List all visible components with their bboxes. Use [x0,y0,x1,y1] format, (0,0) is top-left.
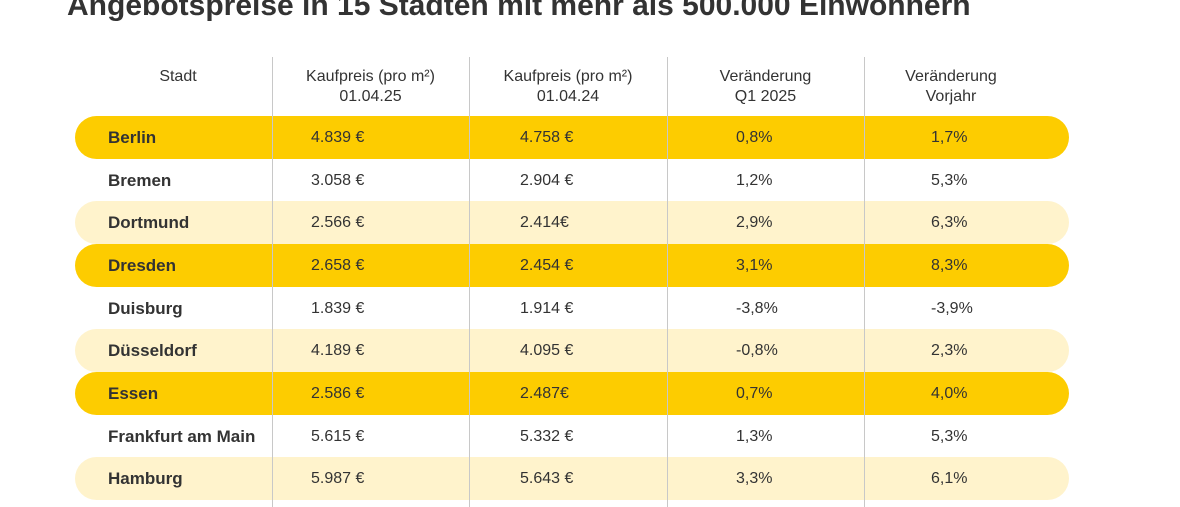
price-2024-cell: 2.454 € [520,257,574,274]
header-line: 01.04.25 [339,88,402,105]
price-2024-cell: 5.332 € [520,428,574,445]
change-q1-cell: 3,3% [736,470,773,487]
change-yoy-cell: 2,3% [931,342,968,359]
price-2024-cell: 4.758 € [520,129,574,146]
change-yoy-cell: 1,7% [931,129,968,146]
change-q1-cell: 0,8% [736,129,773,146]
city-cell: Frankfurt am Main [108,427,256,446]
price-2025-cell: 4.839 € [311,129,365,146]
change-q1-cell: -0,8% [736,342,778,359]
table-row: Hamburg 5.987 € 5.643 € 3,3% 6,1% [75,457,1069,500]
table-row: Duisburg 1.839 € 1.914 € -3,8% -3,9% [75,287,1069,330]
column-header-change-yoy: Veränderung Vorjahr [864,67,1038,107]
column-header-price-2025: Kaufpreis (pro m²) 01.04.25 [272,67,469,107]
price-2025-cell: 5.987 € [311,470,365,487]
change-q1-cell: -3,8% [736,300,778,317]
city-cell: Berlin [108,128,157,147]
change-q1-cell: 2,9% [736,214,773,231]
column-divider [272,57,273,507]
change-q1-cell: 3,1% [736,257,773,274]
price-2025-cell: 2.586 € [311,385,365,402]
price-2025-cell: 2.566 € [311,214,365,231]
change-yoy-cell: 5,3% [931,428,968,445]
change-yoy-cell: 6,3% [931,214,968,231]
column-header-price-2024: Kaufpreis (pro m²) 01.04.24 [469,67,667,107]
price-2024-cell: 5.643 € [520,470,574,487]
city-cell: Essen [108,384,159,403]
city-cell: Duisburg [108,299,183,318]
header-line: Stadt [159,68,197,85]
price-2024-cell: 1.914 € [520,300,574,317]
page-title: Angebotspreise in 15 Städten mit mehr al… [67,0,971,22]
table-row: Frankfurt am Main 5.615 € 5.332 € 1,3% 5… [75,415,1069,458]
change-q1-cell: 0,7% [736,385,773,402]
city-cell: Dortmund [108,213,190,232]
table-row: Dresden 2.658 € 2.454 € 3,1% 8,3% [75,244,1069,287]
change-q1-cell: 1,3% [736,428,773,445]
header-line: Veränderung [905,68,997,85]
header-line: Kaufpreis (pro m²) [306,68,435,85]
table-row: Bremen 3.058 € 2.904 € 1,2% 5,3% [75,159,1069,202]
column-header-change-q1: Veränderung Q1 2025 [667,67,864,107]
change-yoy-cell: 5,3% [931,172,968,189]
price-2025-cell: 3.058 € [311,172,365,189]
header-line: Q1 2025 [734,88,797,105]
column-divider [667,57,668,507]
header-line: Vorjahr [925,88,977,105]
table-row: Essen 2.586 € 2.487€ 0,7% 4,0% [75,372,1069,415]
price-2025-cell: 2.658 € [311,257,365,274]
table-row: Dortmund 2.566 € 2.414€ 2,9% 6,3% [75,201,1069,244]
price-2025-cell: 1.839 € [311,300,365,317]
column-header-city: Stadt [80,67,276,87]
city-cell: Bremen [108,171,172,190]
price-2025-cell: 4.189 € [311,342,365,359]
table-row: Berlin 4.839 € 4.758 € 0,8% 1,7% [75,116,1069,159]
header-line: Kaufpreis (pro m²) [503,68,633,85]
city-cell: Hamburg [108,469,183,488]
table-row: Düsseldorf 4.189 € 4.095 € -0,8% 2,3% [75,329,1069,372]
price-2024-cell: 2.904 € [520,172,574,189]
header-line: 01.04.24 [536,88,600,105]
price-2024-cell: 2.414€ [520,214,569,231]
price-2024-cell: 2.487€ [520,385,569,402]
column-divider [864,57,865,507]
column-divider [469,57,470,507]
header-line: Veränderung [719,68,812,85]
change-yoy-cell: -3,9% [931,300,973,317]
city-cell: Dresden [108,256,177,275]
change-q1-cell: 1,2% [736,172,773,189]
city-cell: Düsseldorf [108,341,197,360]
change-yoy-cell: 4,0% [931,385,968,402]
price-2024-cell: 4.095 € [520,342,574,359]
price-2025-cell: 5.615 € [311,428,365,445]
change-yoy-cell: 6,1% [931,470,968,487]
change-yoy-cell: 8,3% [931,257,968,274]
